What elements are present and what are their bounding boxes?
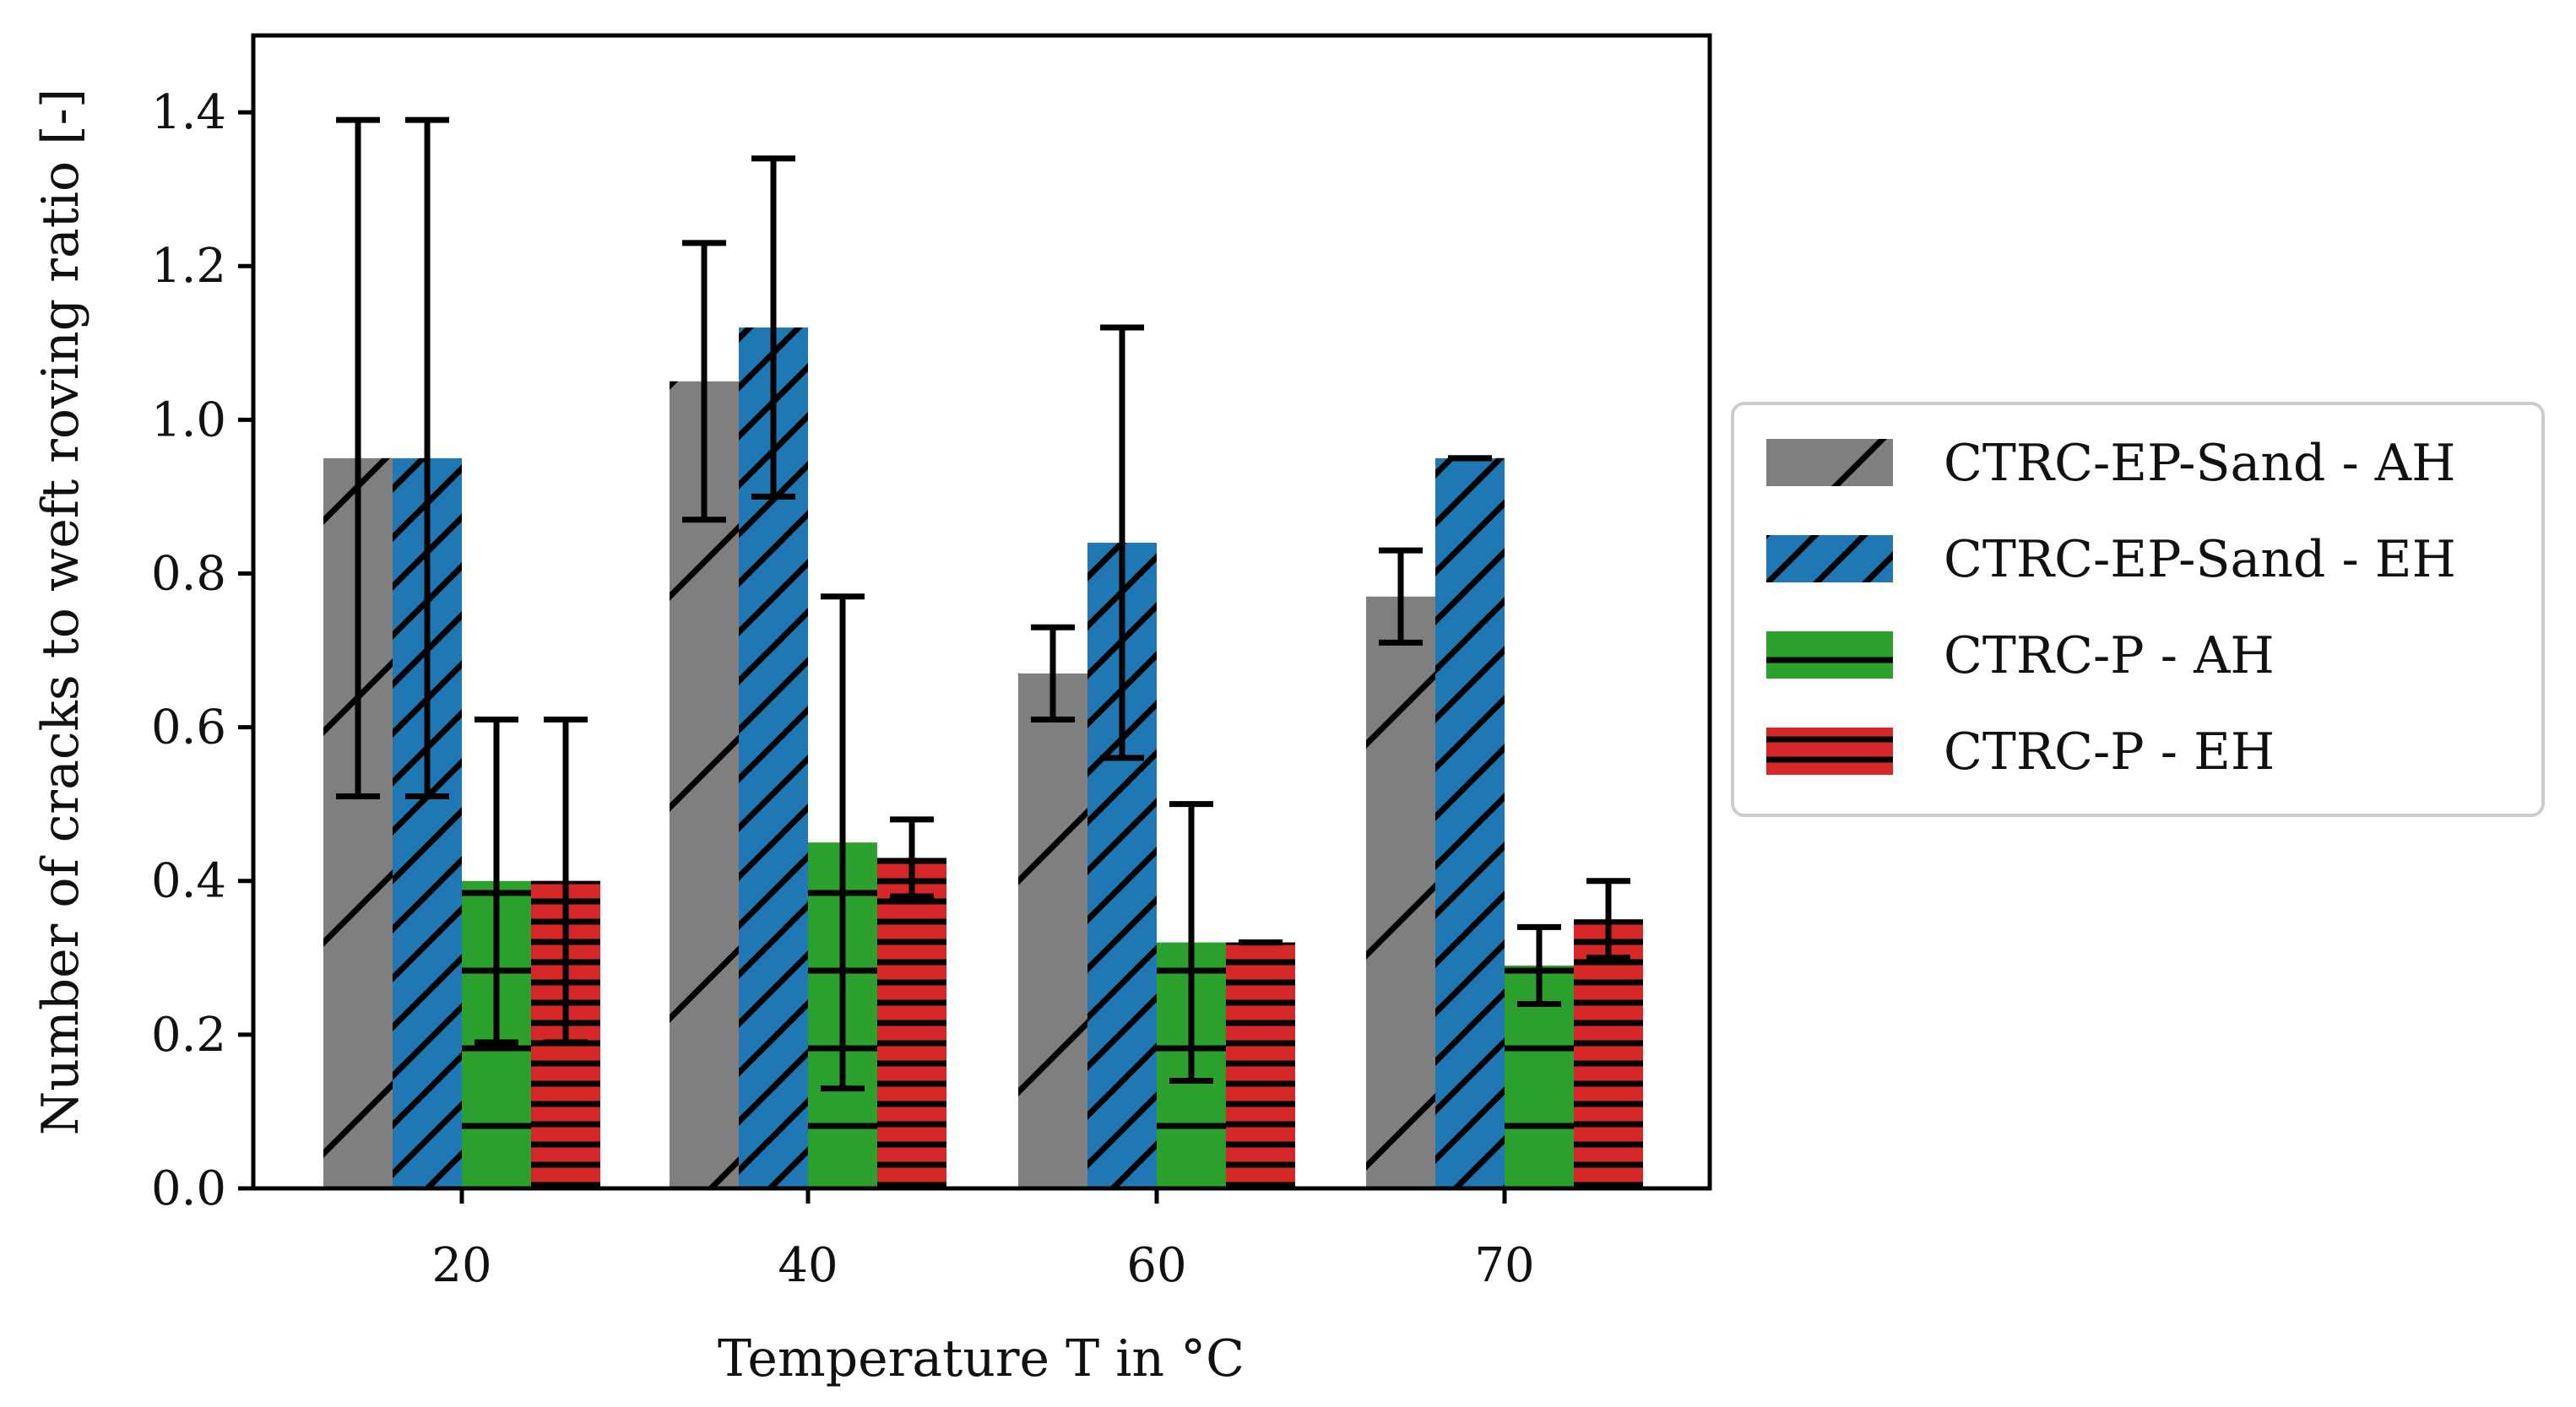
y-tick-label: 0.2: [151, 1008, 226, 1063]
legend-swatch-3-hatch: [1766, 631, 1893, 679]
x-axis-title: Temperature T in °C: [718, 1329, 1245, 1388]
y-tick-label: 0.6: [151, 701, 226, 755]
y-tick-label: 0.4: [151, 854, 226, 909]
error-bars-layer: [336, 116, 1630, 1092]
y-tick-label: 1.4: [151, 85, 226, 140]
plot-frame: [251, 33, 1712, 1191]
legend: CTRC-EP-Sand - AH CTRC-EP-Sand - EH CTRC-P…: [1731, 402, 2545, 817]
bar-4-60-hatch: [1226, 942, 1295, 1188]
x-tick-label: 40: [778, 1238, 838, 1293]
y-tick-label: 0.8: [151, 546, 226, 601]
legend-frame: [1731, 402, 2545, 817]
y-tick-label: 0.0: [151, 1161, 226, 1216]
x-tick-label: 60: [1126, 1238, 1186, 1293]
legend-label-2: CTRC-EP-Sand - EH: [1944, 530, 2456, 589]
bar-4-40-hatch: [877, 858, 946, 1188]
legend-label-4: CTRC-P - EH: [1944, 722, 2275, 782]
legend-swatch-2-hatch: [1766, 535, 1893, 582]
x-tick-label: 20: [431, 1238, 491, 1293]
bar-1-70-hatch: [1366, 596, 1435, 1188]
y-tick-label: 1.2: [151, 239, 226, 294]
legend-label-3: CTRC-P - AH: [1944, 626, 2275, 685]
legend-label-1: CTRC-EP-Sand - AH: [1944, 434, 2455, 493]
legend-swatch-1-hatch: [1766, 439, 1893, 486]
legend-swatch-4-hatch: [1766, 728, 1893, 775]
bar-1-60-hatch: [1018, 673, 1087, 1188]
x-axis: 20 40 60 70: [431, 1188, 1535, 1293]
bar-2-70-hatch: [1435, 457, 1505, 1188]
y-axis-title: Number of cracks to weft roving ratio [-…: [31, 89, 90, 1136]
bars-layer: [323, 327, 1643, 1188]
bar-4-70-hatch: [1574, 919, 1643, 1188]
x-tick-label: 70: [1474, 1238, 1534, 1293]
y-tick-label: 1.0: [151, 392, 226, 447]
y-axis: 0.0 0.2 0.4 0.6 0.8 1.0 1.2 1.4: [151, 85, 253, 1216]
